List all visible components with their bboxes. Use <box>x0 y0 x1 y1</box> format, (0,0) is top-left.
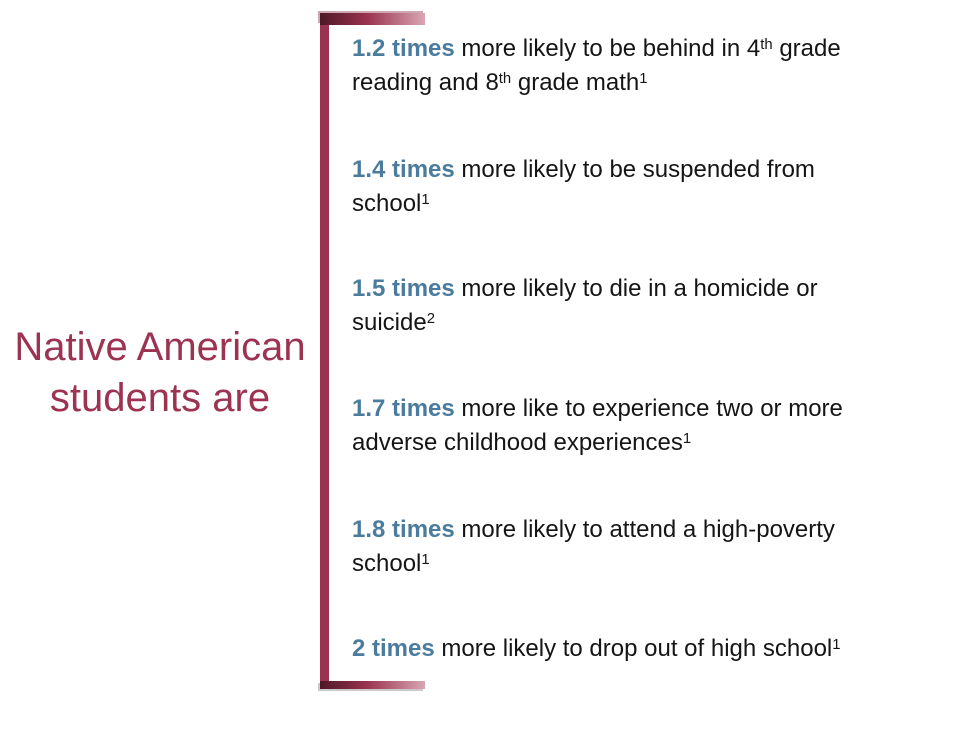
stat-text: more like to experience two or more <box>454 395 843 422</box>
bracket-vertical-bar <box>320 13 329 689</box>
superscript: 1 <box>639 70 648 87</box>
stat-text: more likely to drop out of high school <box>434 635 833 662</box>
stat-text: more likely to be suspended from <box>454 156 815 183</box>
stat-item: 1.2 times more likely to be behind in 4t… <box>352 32 952 100</box>
stat-text: school <box>352 550 422 577</box>
superscript: 1 <box>421 551 430 568</box>
stat-value: 1.7 times <box>352 395 455 422</box>
superscript: th <box>760 36 773 53</box>
bracket-bottom-cap <box>320 681 425 689</box>
stat-item: 2 times more likely to drop out of high … <box>352 632 952 666</box>
left-label: Native American students are <box>0 322 320 424</box>
stat-text: suicide <box>352 309 427 336</box>
superscript: 1 <box>832 636 841 653</box>
superscript: 2 <box>426 310 435 327</box>
stat-item: 1.8 times more likely to attend a high-p… <box>352 513 952 581</box>
stat-item: 1.5 times more likely to die in a homici… <box>352 272 952 340</box>
stat-value: 1.4 times <box>352 156 455 183</box>
stat-value: 1.5 times <box>352 275 455 302</box>
stat-value: 2 times <box>352 635 435 662</box>
stat-text: adverse childhood experiences <box>352 429 683 456</box>
left-label-line1: Native American <box>14 325 306 369</box>
stat-text: reading and 8 <box>352 69 499 96</box>
stat-text: school <box>352 190 422 217</box>
bracket-top-cap <box>320 13 425 25</box>
superscript: 1 <box>421 191 430 208</box>
stat-item: 1.7 times more like to experience two or… <box>352 392 952 460</box>
superscript: th <box>498 70 512 87</box>
stat-text: grade <box>772 35 841 62</box>
stat-text: grade math <box>511 69 640 96</box>
stat-text: more likely to attend a high-poverty <box>454 516 835 543</box>
superscript: 1 <box>682 430 692 447</box>
stat-text: more likely to be behind in 4 <box>454 35 761 62</box>
stat-text: more likely to die in a homicide or <box>454 275 818 302</box>
stats-list: 1.2 times more likely to be behind in 4t… <box>352 0 952 729</box>
stat-item: 1.4 times more likely to be suspended fr… <box>352 153 952 221</box>
left-bracket-shape <box>320 13 425 689</box>
left-label-line2: students are <box>49 376 271 420</box>
stat-value: 1.8 times <box>352 516 455 543</box>
stat-value: 1.2 times <box>352 35 455 62</box>
